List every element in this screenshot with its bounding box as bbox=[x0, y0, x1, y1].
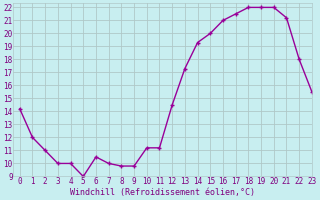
X-axis label: Windchill (Refroidissement éolien,°C): Windchill (Refroidissement éolien,°C) bbox=[70, 188, 255, 197]
